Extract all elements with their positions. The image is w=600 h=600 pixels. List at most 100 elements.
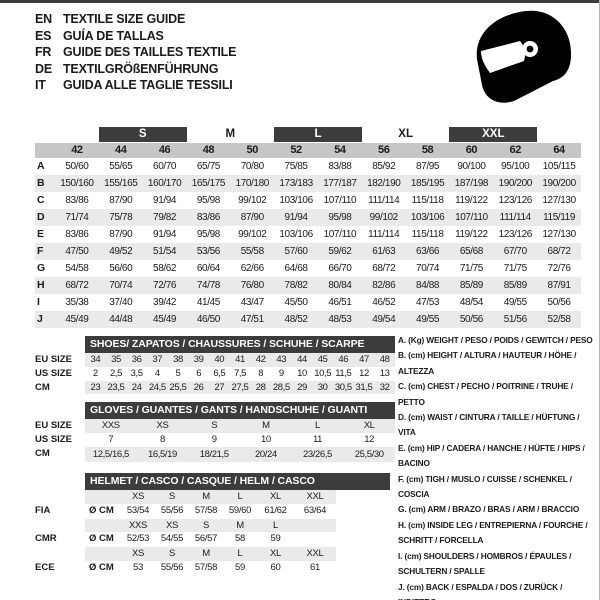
helmet-standard-row: FIA Ø CM 53/54 55/56 57/58 59/60 61/62 63/64 <box>35 504 395 519</box>
value-cell: 24,5 <box>146 380 168 395</box>
helmet-standard-row: CMR Ø CM 52/53 54/55 56/57 58 59 <box>35 532 395 547</box>
value-cell: 10 <box>297 367 307 379</box>
measure-value-cell: 165/175 <box>191 178 226 189</box>
value-cell: 48 <box>374 353 395 367</box>
value-cell: 30,5 <box>332 380 354 395</box>
helmet-size-cell <box>294 518 336 533</box>
size-number-cell: 54 <box>334 144 346 156</box>
legend-item: B. (cm) HEIGHT / ALTURA / HAUTEUR / HÖHE… <box>398 350 577 376</box>
value-cell: 2,5 <box>109 367 122 379</box>
measure-value-cell: 67/70 <box>503 246 527 257</box>
value-cell: L <box>291 419 344 433</box>
measure-value-cell: 75/78 <box>109 212 133 223</box>
measure-value-cell: 78/82 <box>284 280 308 291</box>
value-cell: 18/21,5 <box>188 446 240 463</box>
measure-row: B 150/160 155/165 160/170 165/175 170/180 173/… <box>35 175 581 192</box>
measure-value-cell: 87/91 <box>547 280 571 291</box>
row-label: CM <box>35 381 50 393</box>
value-cell: 28 <box>250 380 271 395</box>
measure-value-cell: 111/114 <box>368 229 400 240</box>
measure-value-cell: 57/60 <box>284 246 308 257</box>
measure-value-cell: 68/72 <box>547 246 571 257</box>
measure-value-cell: 50/60 <box>65 161 89 172</box>
measure-value-cell: 56/60 <box>109 263 133 274</box>
value-cell: 47 <box>353 353 375 367</box>
value-cell: 39 <box>188 353 209 367</box>
size-number-cell: 44 <box>115 144 127 156</box>
measure-value-cell: 85/89 <box>459 280 483 291</box>
measure-value-cell: 75/85 <box>284 161 308 172</box>
empty-unit-cell <box>85 490 121 504</box>
measure-value-cell: 53/56 <box>196 246 220 257</box>
measure-value-cell: 173/183 <box>279 178 313 189</box>
measure-value-cell: 71/75 <box>459 263 483 274</box>
measure-value-cell: 51/54 <box>153 246 177 257</box>
helmet-value-cell: 52/53 <box>126 533 150 545</box>
measure-letter: H <box>37 279 45 291</box>
sub-table-row: US SIZE 7 8 9 10 11 12 <box>35 433 395 447</box>
value-cell: 27,5 <box>229 380 251 395</box>
size-group-row: S M L XL XXL <box>35 127 581 142</box>
value-cell: 9 <box>278 367 284 379</box>
helmet-size-cell: L <box>223 547 257 561</box>
measure-value-cell: 107/110 <box>323 229 357 240</box>
measure-value-cell: 87/90 <box>109 195 133 206</box>
measure-value-cell: 68/72 <box>372 263 396 274</box>
helmet-standard-row: ECE Ø CM 53 55/56 57/58 59 60 61 <box>35 561 395 576</box>
measure-value-cell: 49/55 <box>416 314 440 325</box>
measure-value-cell: 76/80 <box>240 280 264 291</box>
value-cell: 5 <box>175 367 181 379</box>
value-cell: XXS <box>85 419 137 433</box>
measure-value-cell: 74/78 <box>196 280 220 291</box>
helmet-size-row: XXS XS S M L <box>35 518 395 533</box>
row-label: US SIZE <box>35 433 72 445</box>
helmet-size-cell: M <box>189 490 223 504</box>
measure-value-cell: 37/40 <box>109 297 133 308</box>
measure-value-cell: 95/100 <box>501 161 530 172</box>
measure-value-cell: 46/50 <box>196 314 220 325</box>
value-cell: XS <box>136 419 189 433</box>
main-size-table: S M L XL XXL 42 44 46 48 50 52 54 56 58 60 62 64 A 50/60 55… <box>35 127 581 328</box>
standard-label: CMR <box>35 533 57 545</box>
helmet-value-cell: 55/56 <box>160 504 184 516</box>
measure-value-cell: 72/76 <box>153 280 177 291</box>
measure-value-cell: 49/52 <box>109 246 133 257</box>
measure-value-cell: 72/76 <box>547 263 571 274</box>
value-cell: 26 <box>188 380 209 395</box>
size-number-cell: 62 <box>509 144 522 156</box>
measure-value-cell: 95/98 <box>196 229 220 240</box>
measure-value-cell: 46/52 <box>372 297 396 308</box>
shoes-table: SHOES/ ZAPATOS / CHAUSSURES / SCHUHE / S… <box>35 336 395 395</box>
size-group-label: XXL <box>449 127 538 142</box>
helmet-size-cell: XS <box>155 518 189 533</box>
measure-letter: I <box>37 296 40 308</box>
measure-row: G 54/58 56/60 58/62 60/64 62/66 64/68 66/70 68/7… <box>35 260 581 277</box>
measure-value-cell: 65/68 <box>459 246 483 257</box>
helmet-size-cell: L <box>257 518 294 533</box>
measure-value-cell: 127/130 <box>542 229 576 240</box>
legend-item: E. (cm) HIP / CADERA / HANCHE / HÜFTE / … <box>398 442 585 469</box>
legend-item: F. (cm) TIGH / MUSLO / CUISSE / SCHENKEL… <box>398 473 572 500</box>
measure-value-cell: 111/114 <box>368 195 400 206</box>
value-cell: 6 <box>196 367 202 379</box>
empty-cell <box>35 547 85 561</box>
measure-value-cell: 80/84 <box>328 280 352 291</box>
measure-value-cell: 190/200 <box>542 178 576 189</box>
legend-item: G. (cm) ARM / BRAZO / BRAS / ARM / BRACC… <box>398 504 580 515</box>
helmet-size-cell: M <box>189 547 223 561</box>
helmet-value-cell: 59/60 <box>228 504 252 516</box>
empty-unit-cell <box>85 547 121 561</box>
measure-value-cell: 150/160 <box>60 178 94 189</box>
value-cell: 25,5 <box>167 380 189 395</box>
measure-value-cell: 119/122 <box>455 195 488 206</box>
measure-value-cell: 115/118 <box>411 195 444 206</box>
value-cell: 35 <box>105 353 127 367</box>
value-cell: 43 <box>270 353 292 367</box>
measure-value-cell: 49/54 <box>372 314 396 325</box>
measure-value-cell: 103/106 <box>279 229 313 240</box>
helmet-size-row: XS S M L XL XXL <box>35 547 395 561</box>
value-cell: 27 <box>208 380 230 395</box>
size-number-cell: 60 <box>465 144 478 156</box>
legend-item: C. (cm) CHEST / PECHO / POITRINE / TRUHE… <box>398 381 573 407</box>
